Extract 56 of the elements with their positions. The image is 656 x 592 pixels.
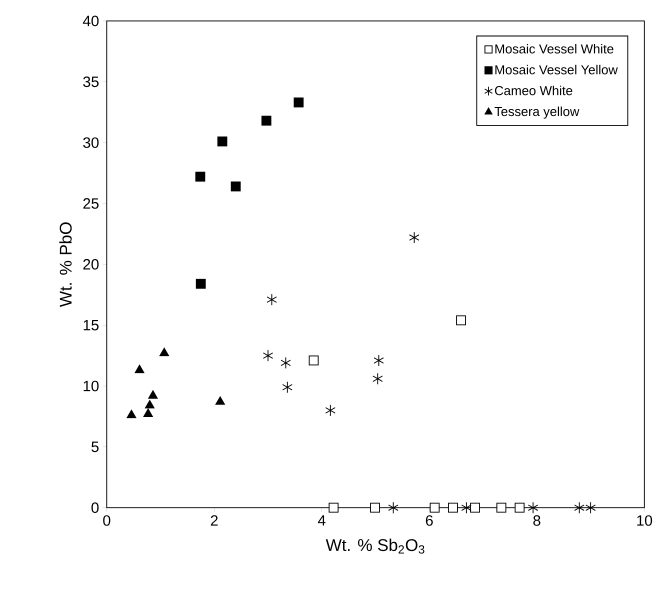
point <box>461 502 472 514</box>
point <box>280 356 291 369</box>
point <box>196 278 206 288</box>
y-tick-label: 0 <box>91 502 99 513</box>
y-tick-label: 15 <box>84 320 99 330</box>
point <box>370 502 380 512</box>
point <box>126 410 136 418</box>
point <box>430 502 440 512</box>
point <box>325 404 336 416</box>
y-tick-label: 30 <box>83 137 99 148</box>
x-tick-label: 6 <box>426 514 433 526</box>
point <box>159 347 170 356</box>
x-tick-label: 4 <box>318 514 326 526</box>
y-tick-label: 40 <box>82 15 99 26</box>
point <box>266 293 277 306</box>
legend-label: Cameo White <box>494 85 572 95</box>
point <box>372 372 383 384</box>
point <box>374 354 384 366</box>
x-tick-label: 10 <box>637 514 652 526</box>
point <box>409 231 420 244</box>
y-tick-label: 35 <box>83 76 99 87</box>
legend-label: Tessera yellow <box>494 106 580 118</box>
y-tick-label: 10 <box>84 380 99 392</box>
point <box>496 502 506 512</box>
point <box>448 502 458 512</box>
point <box>195 172 206 182</box>
point <box>215 396 225 405</box>
point <box>294 97 304 108</box>
point <box>230 181 241 192</box>
point <box>388 502 398 514</box>
point <box>148 390 158 398</box>
x-tick-label: 8 <box>533 514 540 526</box>
legend-label: Mosaic Vessel White <box>495 44 614 54</box>
point <box>261 116 272 126</box>
point <box>262 349 274 362</box>
point <box>217 136 228 146</box>
point <box>574 502 585 514</box>
x-axis-title: Wt. % Sb$_{2}$O$_{3}$ <box>326 538 424 554</box>
point <box>456 315 466 326</box>
point <box>134 364 144 373</box>
point <box>470 502 480 512</box>
point <box>282 381 293 393</box>
point <box>528 502 538 514</box>
y-axis-title: Wt. % PbO <box>59 222 72 307</box>
point <box>585 502 596 514</box>
point <box>514 502 525 512</box>
point <box>143 408 153 417</box>
y-tick-label: 25 <box>83 198 99 209</box>
point <box>144 400 155 408</box>
legend-label: Mosaic Vessel Yellow <box>495 64 618 74</box>
y-tick-label: 20 <box>83 258 99 270</box>
point <box>308 355 319 366</box>
x-tick-label: 0 <box>103 514 110 526</box>
x-tick-label: 2 <box>210 514 218 526</box>
y-tick-label: 5 <box>91 441 99 452</box>
point <box>328 502 339 512</box>
